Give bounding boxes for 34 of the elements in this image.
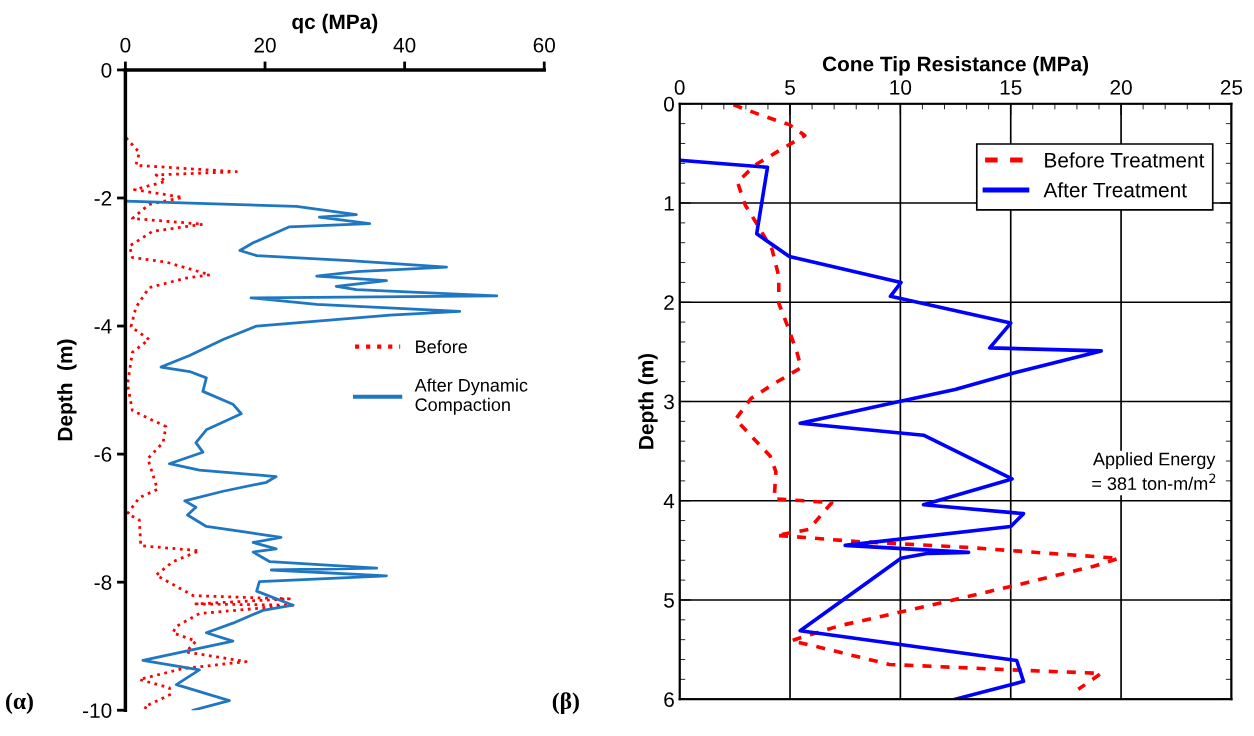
x-tick-label: 20 bbox=[1110, 80, 1132, 95]
x-tick-label: 20 bbox=[254, 37, 276, 53]
x-tick-label: 25 bbox=[1220, 80, 1243, 95]
text: (β) bbox=[552, 692, 579, 714]
y-tick-label: 5 bbox=[664, 593, 674, 608]
y-tick-label: 0 bbox=[664, 96, 674, 112]
x-axis-title: Cone Tip Resistance (MPa) bbox=[822, 56, 1089, 76]
y-tick-label: 3 bbox=[664, 394, 674, 410]
y-tick-label: 2 bbox=[664, 295, 674, 310]
legend-label: After Dynamic Compaction bbox=[414, 378, 528, 415]
y-tick-label: -4 bbox=[94, 319, 112, 334]
legend-label: Before Treatment bbox=[1045, 152, 1205, 168]
text: (α) bbox=[6, 692, 33, 714]
x-axis-title: qc (MPa) bbox=[292, 13, 378, 34]
legend-label: Before bbox=[416, 339, 468, 354]
y-tick-label: -8 bbox=[94, 575, 112, 590]
y-tick-label: -10 bbox=[83, 703, 112, 718]
y-tick-label: 4 bbox=[663, 493, 675, 509]
x-tick-label: 40 bbox=[393, 37, 416, 53]
x-tick-label: 10 bbox=[890, 80, 912, 95]
x-tick-label: 15 bbox=[1000, 80, 1022, 95]
y-tick-label: 1 bbox=[664, 196, 674, 211]
y-tick-label: -6 bbox=[94, 447, 112, 462]
y-axis-title: Depth (m) bbox=[638, 353, 658, 449]
x-tick-label: 0 bbox=[674, 80, 685, 95]
y-tick-label: -2 bbox=[94, 190, 112, 206]
x-tick-label: 60 bbox=[533, 37, 556, 53]
legend-label: After Treatment bbox=[1043, 182, 1187, 198]
annotation: Applied Energy = 381 ton-m/m$^{2}$ bbox=[1092, 452, 1216, 490]
x-tick-label: 5 bbox=[785, 80, 795, 95]
y-tick-label: 0 bbox=[101, 62, 112, 78]
y-tick-label: 6 bbox=[664, 692, 674, 707]
y-axis-title: Depth (m) bbox=[57, 339, 77, 441]
x-tick-label: 0 bbox=[120, 37, 131, 53]
